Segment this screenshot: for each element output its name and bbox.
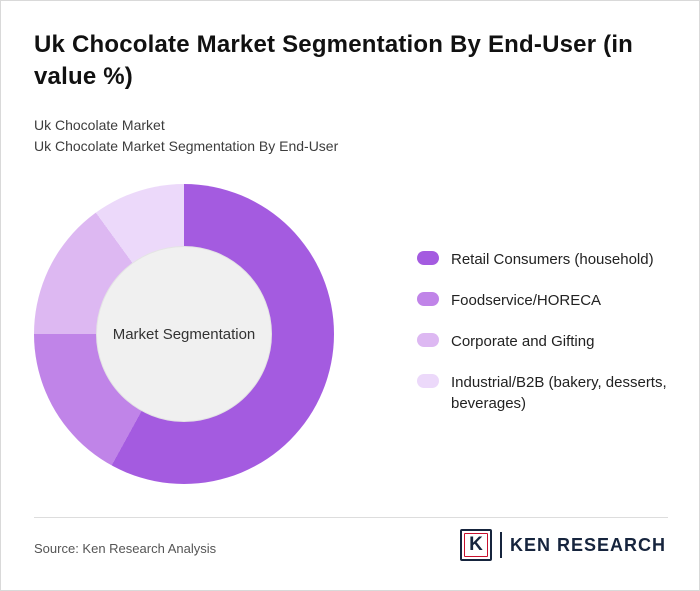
page-title: Uk Chocolate Market Segmentation By End-… [34,31,634,90]
brand-separator [499,532,502,558]
footer-divider [34,517,668,518]
legend-label: Retail Consumers (household) [451,251,654,268]
brand-logo: K KEN RESEARCH [459,529,666,561]
source-text: Source: Ken Research Analysis [34,541,217,556]
legend-swatch [417,374,439,388]
legend-label: Corporate and Gifting [451,333,595,350]
donut-chart: Market Segmentation [34,184,334,484]
subtitle-market: Uk Chocolate Market [34,117,165,133]
legend-item: Foodservice/HORECA [417,290,669,311]
legend-item: Retail Consumers (household) [417,249,669,270]
legend-item: Corporate and Gifting [417,331,669,352]
legend-swatch [417,292,439,306]
chart-subtitles: Uk Chocolate Market Uk Chocolate Market … [34,115,338,157]
brand-name: KEN RESEARCH [509,534,666,555]
legend-label: Industrial/B2B (bakery, desserts, bevera… [451,374,667,412]
legend-item: Industrial/B2B (bakery, desserts, bevera… [417,372,669,414]
subtitle-segmentation: Uk Chocolate Market Segmentation By End-… [34,138,339,154]
legend-swatch [417,333,439,347]
brand-k-letter: K [469,534,483,555]
chart-legend: Retail Consumers (household) Foodservice/… [417,249,669,414]
legend-swatch [417,251,439,265]
brand-k-icon: K [459,529,492,561]
legend-label: Foodservice/HORECA [451,292,602,309]
donut-center: Market Segmentation [96,246,272,422]
donut-center-label: Market Segmentation [112,325,256,343]
